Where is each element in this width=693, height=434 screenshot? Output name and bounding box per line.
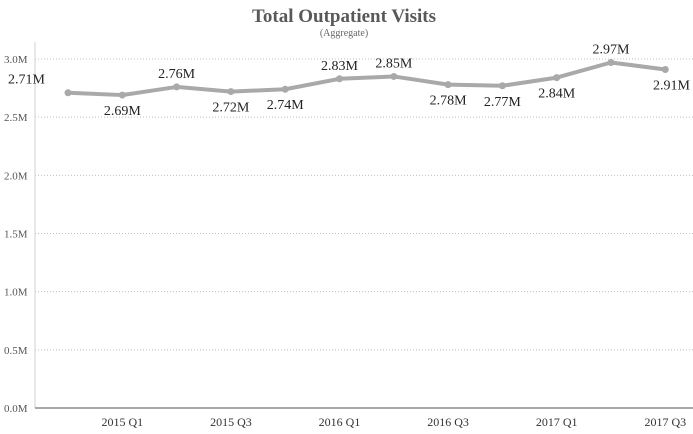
data-point: [498, 82, 506, 90]
series-total-outpatient-visits: [64, 58, 669, 99]
data-labels: 2.71M 2.69M 2.76M 2.72M 2.74M 2.83M 2.85M 2.78M…: [8, 42, 691, 119]
data-label: 2.71M: [8, 73, 46, 88]
chart-title: Total Outpatient Visits: [252, 6, 436, 27]
x-tick-label: 2016 Q3: [427, 415, 469, 429]
data-point: [336, 75, 343, 83]
data-point: [444, 81, 452, 89]
series-line: [66, 60, 668, 98]
grid-lines: [35, 58, 693, 351]
data-point: [390, 72, 398, 80]
x-tick-label: 2017 Q3: [644, 415, 686, 429]
data-label: 2.78M: [430, 94, 468, 109]
data-label: 2.74M: [267, 98, 305, 113]
x-tick-label: 2015 Q3: [210, 415, 252, 429]
data-label: 2.97M: [593, 42, 631, 57]
y-tick-label: 1.5M: [4, 229, 28, 241]
data-point: [553, 74, 561, 82]
data-label: 2.85M: [375, 56, 413, 71]
data-point: [64, 89, 72, 97]
data-point: [227, 88, 235, 96]
chart-subtitle: (Aggregate): [320, 28, 368, 39]
x-tick-label: 2015 Q1: [101, 415, 143, 429]
data-point: [607, 58, 615, 66]
data-label: 2.84M: [538, 87, 576, 102]
y-tick-label: 2.0M: [4, 170, 28, 182]
data-label: 2.91M: [653, 78, 691, 93]
data-point: [281, 85, 289, 93]
data-label: 2.69M: [104, 104, 142, 119]
data-label: 2.83M: [321, 59, 359, 74]
data-point: [173, 83, 181, 91]
y-tick-label: 2.5M: [4, 112, 28, 124]
x-axis: 2015 Q1 2015 Q3 2016 Q1 2016 Q3 2017 Q1 2017 …: [35, 407, 693, 429]
x-tick-label: 2017 Q1: [536, 415, 578, 429]
data-point: [661, 65, 669, 73]
data-label: 2.77M: [484, 95, 522, 110]
y-tick-label: 3.0M: [4, 54, 28, 66]
y-axis: 0.0M 0.5M 1.0M 1.5M 2.0M 2.5M 3.0M: [4, 42, 36, 415]
y-tick-label: 1.0M: [4, 287, 28, 299]
y-tick-label: 0.5M: [4, 345, 28, 357]
data-label: 2.72M: [212, 101, 250, 116]
data-point: [118, 91, 126, 99]
y-tick-label: 0.0M: [4, 403, 28, 415]
data-label: 2.76M: [158, 67, 196, 82]
x-tick-label: 2016 Q1: [319, 415, 361, 429]
